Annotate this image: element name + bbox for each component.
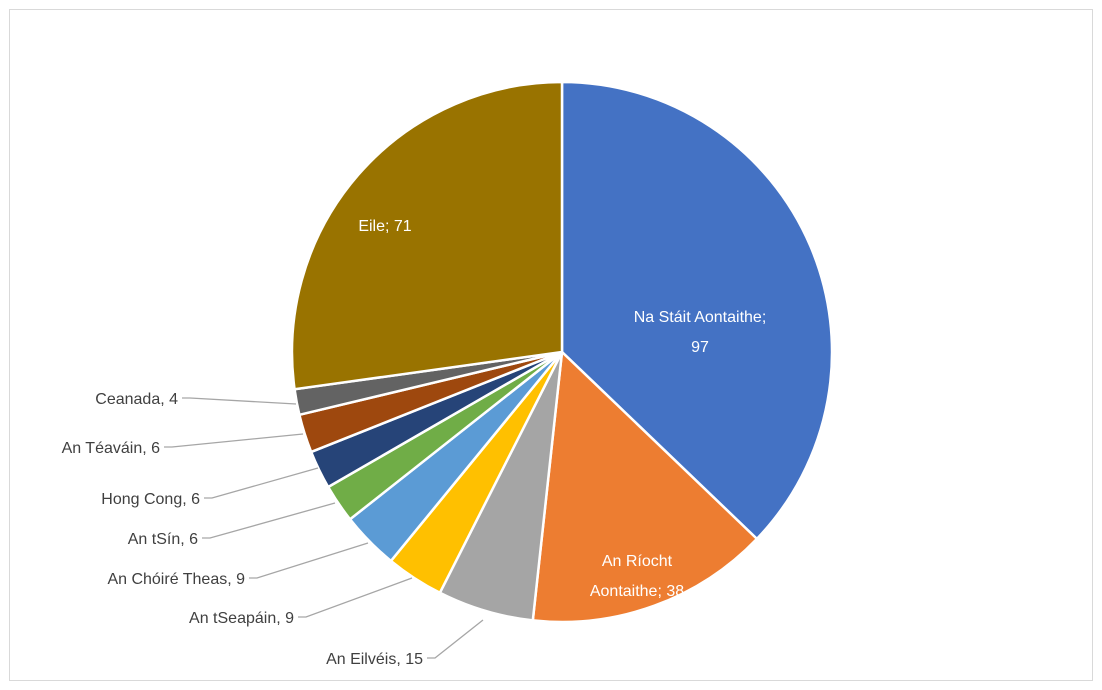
leader-line-an-tsin bbox=[202, 502, 336, 539]
data-label-an-riocht-aontaithe: An Ríocht Aontaithe; 38 bbox=[590, 553, 684, 600]
data-label-na-stait-aontaithe: Na Stáit Aontaithe; 97 bbox=[634, 309, 767, 356]
data-label-an-eilveis: An Eilvéis, 15 bbox=[326, 651, 423, 668]
leader-line-hong-cong bbox=[204, 467, 319, 499]
leader-line-an-choire-theas bbox=[249, 542, 369, 579]
pie-slice-an-riocht-aontaithe bbox=[531, 349, 759, 624]
data-labels: Na Stáit Aontaithe; 97 An Ríocht Aontaithe;… bbox=[62, 218, 767, 668]
data-label-an-teavain: An Téaváin, 6 bbox=[62, 440, 161, 457]
leader-line-ceanada bbox=[182, 397, 297, 405]
leader-line-an-eilveis bbox=[427, 619, 484, 659]
leader-lines bbox=[164, 397, 484, 659]
data-label-an-choire-theas: An Chóiré Theas, 9 bbox=[107, 571, 245, 588]
leader-line-an-tseapain bbox=[298, 577, 413, 618]
pie-slice-eile bbox=[290, 80, 564, 391]
pie-slices bbox=[290, 80, 834, 624]
data-label-an-tsin: An tSín, 6 bbox=[128, 531, 198, 548]
pie-slice-na-stait-aontaithe bbox=[560, 80, 834, 541]
data-label-eile: Eile; 71 bbox=[358, 218, 411, 235]
data-label-an-tseapain: An tSeapáin, 9 bbox=[189, 610, 294, 627]
data-label-ceanada: Ceanada, 4 bbox=[95, 391, 178, 408]
data-label-hong-cong: Hong Cong, 6 bbox=[101, 491, 200, 508]
leader-line-an-teavain bbox=[164, 433, 304, 448]
